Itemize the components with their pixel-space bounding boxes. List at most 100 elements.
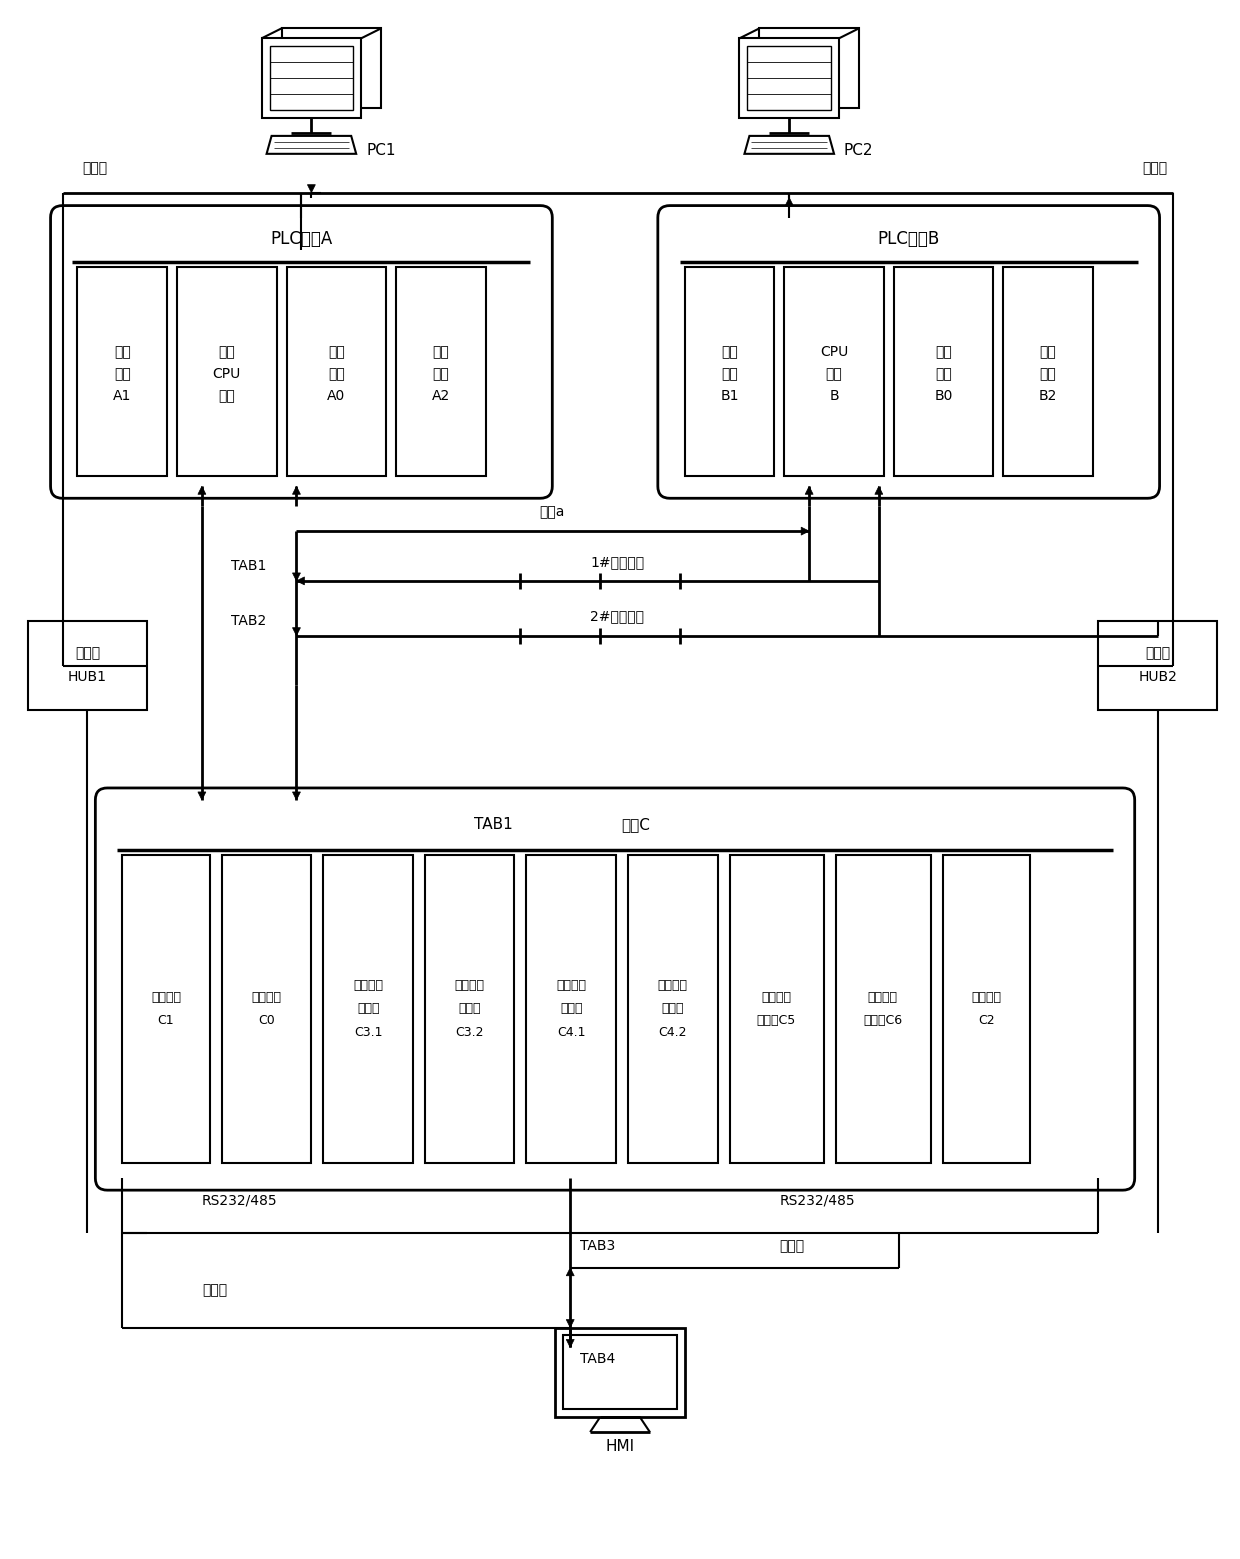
Polygon shape [267, 136, 356, 154]
Text: B1: B1 [720, 388, 739, 402]
Bar [894, 267, 993, 477]
Text: C3.1: C3.1 [353, 1026, 382, 1040]
Bar [425, 854, 515, 1163]
Text: PLC主站A: PLC主站A [270, 231, 332, 248]
Bar [324, 854, 413, 1163]
Polygon shape [739, 39, 839, 118]
Polygon shape [785, 198, 794, 206]
Bar [222, 854, 311, 1163]
Polygon shape [269, 47, 353, 111]
Text: 入模块C5: 入模块C5 [756, 1015, 796, 1027]
Bar [527, 854, 616, 1163]
Text: 出模块: 出模块 [560, 1002, 583, 1015]
Text: 模块: 模块 [722, 366, 738, 380]
Text: 数字量输: 数字量输 [455, 979, 485, 992]
Polygon shape [293, 628, 300, 636]
Text: HUB2: HUB2 [1138, 670, 1177, 684]
Polygon shape [567, 1339, 574, 1347]
Text: 出模块: 出模块 [661, 1002, 684, 1015]
Text: 模块: 模块 [826, 366, 842, 380]
Bar [396, 267, 486, 477]
Text: TAB1: TAB1 [474, 817, 512, 833]
Polygon shape [748, 47, 831, 111]
Text: PLC主站B: PLC主站B [878, 231, 940, 248]
Text: RS232/485: RS232/485 [202, 1193, 278, 1207]
Text: TAB1: TAB1 [231, 560, 267, 572]
Text: TAB4: TAB4 [580, 1352, 615, 1366]
Polygon shape [293, 792, 300, 800]
Bar [1003, 267, 1092, 477]
FancyBboxPatch shape [658, 206, 1159, 499]
Polygon shape [805, 486, 813, 494]
Text: 集线器: 集线器 [1145, 647, 1171, 661]
Text: 通讯: 通讯 [935, 345, 952, 359]
Polygon shape [567, 1267, 574, 1275]
Text: B: B [830, 388, 838, 402]
Polygon shape [281, 28, 381, 108]
Text: 1#同轴电缆: 1#同轴电缆 [590, 555, 644, 569]
Text: 模块: 模块 [327, 366, 345, 380]
Polygon shape [801, 527, 810, 535]
Text: 以太网: 以太网 [82, 161, 108, 175]
Text: 集线器: 集线器 [74, 647, 100, 661]
Polygon shape [293, 486, 300, 494]
Text: 电源模块: 电源模块 [971, 990, 1002, 1004]
Polygon shape [875, 486, 883, 494]
Text: 电源: 电源 [722, 345, 738, 359]
Bar [942, 854, 1030, 1163]
Text: 入模块: 入模块 [459, 1002, 481, 1015]
Text: 以太网: 以太网 [779, 1239, 805, 1253]
Text: C4.1: C4.1 [557, 1026, 585, 1040]
Polygon shape [198, 792, 206, 800]
Text: 光纤a: 光纤a [539, 505, 565, 519]
Bar [286, 267, 386, 477]
Text: PC1: PC1 [366, 143, 396, 157]
Text: 电源: 电源 [114, 345, 130, 359]
Text: 模块: 模块 [433, 366, 449, 380]
Text: C2: C2 [978, 1015, 994, 1027]
Polygon shape [567, 1319, 574, 1328]
Bar [563, 1336, 677, 1409]
Text: CPU: CPU [820, 345, 848, 359]
FancyBboxPatch shape [95, 787, 1135, 1190]
Text: 数字量输: 数字量输 [557, 979, 587, 992]
Text: 出模块C6: 出模块C6 [863, 1015, 903, 1027]
Text: 第一: 第一 [218, 345, 236, 359]
Text: B0: B0 [935, 388, 952, 402]
Text: CPU: CPU [212, 366, 241, 380]
Text: 以太网: 以太网 [202, 1283, 227, 1297]
Text: 模拟量输: 模拟量输 [868, 990, 898, 1004]
Polygon shape [262, 39, 361, 118]
Polygon shape [293, 572, 300, 582]
Text: 通讯: 通讯 [327, 345, 345, 359]
Text: 2#同轴电缆: 2#同轴电缆 [590, 610, 644, 624]
Text: 电源: 电源 [1039, 345, 1056, 359]
FancyBboxPatch shape [51, 206, 552, 499]
Polygon shape [744, 136, 835, 154]
Text: A2: A2 [432, 388, 450, 402]
Text: 子站C: 子站C [621, 817, 650, 833]
Text: C3.2: C3.2 [455, 1026, 484, 1040]
Bar [784, 267, 884, 477]
Text: 电源模块: 电源模块 [151, 990, 181, 1004]
Polygon shape [198, 486, 206, 494]
Text: 入模块: 入模块 [357, 1002, 379, 1015]
Text: B2: B2 [1039, 388, 1058, 402]
Text: 电源: 电源 [433, 345, 449, 359]
Bar [1097, 620, 1218, 711]
Bar [77, 267, 167, 477]
Text: A1: A1 [113, 388, 131, 402]
Text: C4.2: C4.2 [658, 1026, 687, 1040]
Bar [836, 854, 930, 1163]
Polygon shape [308, 184, 315, 193]
Bar [729, 854, 825, 1163]
Text: 数字量输: 数字量输 [657, 979, 688, 992]
Bar [27, 620, 148, 711]
Polygon shape [298, 242, 305, 251]
Bar [627, 854, 718, 1163]
Text: 模拟量输: 模拟量输 [761, 990, 791, 1004]
Text: 模块: 模块 [1039, 366, 1056, 380]
Text: 模块: 模块 [114, 366, 130, 380]
Text: 模块: 模块 [218, 388, 236, 402]
Text: HUB1: HUB1 [68, 670, 107, 684]
